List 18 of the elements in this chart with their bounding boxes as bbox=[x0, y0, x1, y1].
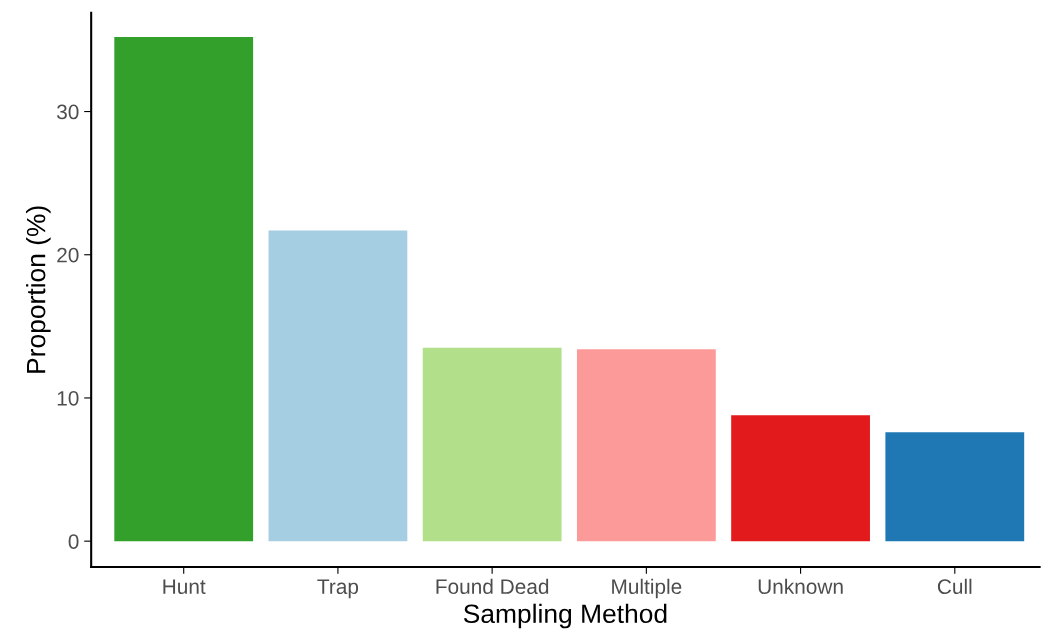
y-axis-title: Proportion (%) bbox=[26, 206, 51, 373]
x-tick-label: Found Dead bbox=[436, 578, 549, 595]
x-tick-label: Trap bbox=[317, 579, 359, 599]
y-tick-label: 30 bbox=[56, 104, 79, 120]
y-tick-label: 0 bbox=[68, 534, 79, 549]
x-axis-title: Sampling Method bbox=[463, 603, 667, 629]
x-tick-label: Cull bbox=[937, 578, 972, 595]
bar bbox=[731, 415, 870, 542]
x-tick-label: Unknown bbox=[758, 578, 843, 595]
x-tick-label: Hunt bbox=[163, 579, 206, 595]
x-tick-label: Multiple bbox=[612, 578, 682, 599]
bar bbox=[422, 347, 562, 542]
bar bbox=[885, 432, 1025, 542]
bar bbox=[114, 37, 254, 542]
y-tick-label: 10 bbox=[57, 390, 79, 406]
bar bbox=[576, 349, 716, 542]
bar bbox=[268, 230, 408, 542]
y-tick-label: 20 bbox=[57, 247, 79, 263]
